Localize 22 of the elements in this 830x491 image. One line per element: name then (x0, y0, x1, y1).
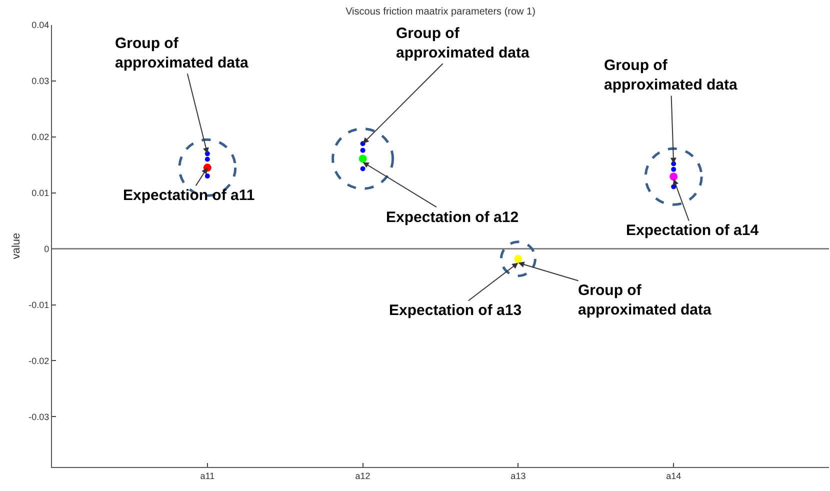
y-axis-title: value (10, 232, 22, 260)
annotation: Group of approximated data (396, 25, 530, 62)
y-tick-label: -0.03 (28, 412, 50, 422)
x-tick-label: a13 (510, 470, 526, 481)
x-tick-label: a14 (666, 470, 682, 481)
annotation: Group of approximated data (604, 57, 738, 94)
x-tick-label: a12 (355, 470, 370, 481)
y-tick-label: 0.04 (32, 20, 50, 30)
y-tick-label: 0.03 (32, 76, 50, 86)
annotation: Expectation of a11 (123, 187, 255, 204)
annotation: Expectation of a14 (626, 222, 760, 239)
annotation: Expectation of a12 (386, 209, 519, 226)
y-tick-label: 0.01 (32, 188, 50, 198)
x-tick-label: a11 (200, 470, 215, 481)
y-tick-label: 0.02 (32, 132, 50, 142)
y-tick-label: -0.01 (28, 300, 50, 310)
annotation: Group of approximated data (115, 35, 250, 72)
y-tick-label: 0 (44, 244, 50, 254)
annotation: Expectation of a13 (389, 302, 522, 319)
annotation: Group of approximated data (578, 282, 712, 318)
y-tick-label: -0.02 (28, 356, 50, 366)
chart-title: Viscous friction maatrix parameters (row 1) (346, 6, 536, 18)
